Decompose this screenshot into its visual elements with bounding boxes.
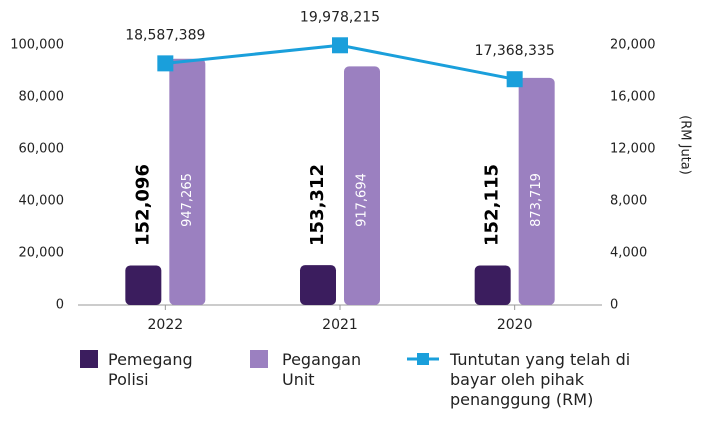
legend-swatch (80, 350, 98, 368)
bar-value-label: 153,312 (307, 164, 328, 246)
y-tick-label: 0 (56, 298, 64, 313)
y-tick-label: 20,000 (19, 246, 65, 261)
bar (125, 265, 162, 305)
y2-tick-label: 4,000 (610, 246, 647, 261)
bar (474, 265, 511, 305)
legend-swatch (407, 353, 439, 365)
plot: (RM Juta) 0 20,000 40,000 60,000 80,000 100,0… (10, 9, 693, 333)
bar (169, 58, 206, 305)
x-tick-label: 2020 (497, 317, 533, 333)
bar (300, 265, 336, 305)
bar-value-label: 947,265 (180, 173, 195, 227)
legend-swatch (250, 350, 268, 368)
y2-tick-label: 20,000 (610, 38, 656, 53)
y2-tick-label: 12,000 (610, 142, 656, 157)
y-tick-label: 60,000 (19, 142, 65, 157)
line-value-label: 17,368,335 (475, 43, 555, 59)
bar (344, 66, 380, 305)
bar-value-label: 873,719 (529, 173, 544, 227)
y2-axis-label: (RM Juta) (678, 115, 693, 175)
y2-tick-label: 8,000 (610, 194, 647, 209)
legend-label: Pegangan Unit (282, 350, 362, 389)
x-tick-label: 2021 (322, 317, 358, 333)
line-value-label: 18,587,389 (125, 27, 205, 43)
y2-tick-label: 16,000 (610, 90, 656, 105)
bar-value-label: 917,694 (355, 173, 370, 227)
y2-tick-label: 0 (610, 298, 618, 313)
y-tick-label: 100,000 (10, 38, 64, 53)
bar-value-label: 152,096 (132, 164, 153, 246)
y-tick-label: 80,000 (19, 90, 65, 105)
line-marker (157, 55, 174, 72)
y-tick-label: 40,000 (19, 194, 65, 209)
bar (518, 77, 555, 305)
legend-label: Pemegang Polisi (108, 350, 193, 389)
x-tick-label: 2022 (148, 317, 184, 333)
bar-value-label: 152,115 (482, 164, 503, 246)
line-value-label: 19,978,215 (300, 9, 380, 25)
line-marker (506, 71, 523, 88)
line-marker (332, 37, 348, 54)
legend-label: Tuntutan yang telah di bayar oleh pihak … (450, 350, 631, 409)
